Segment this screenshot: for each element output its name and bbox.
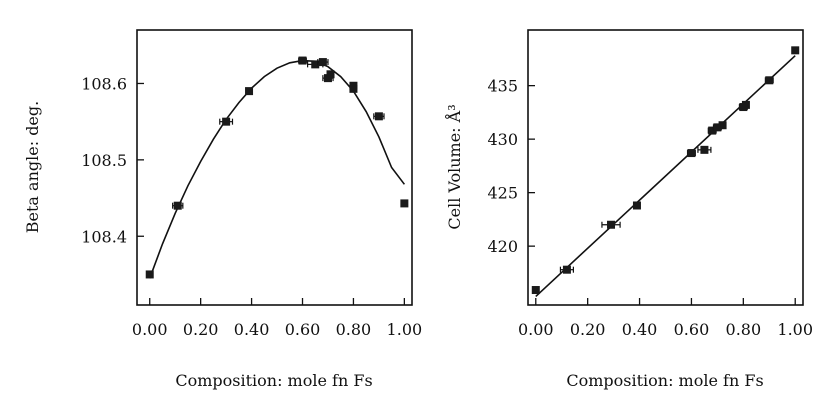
cell-volume-chart: 0.00 0.20 0.40 0.60 0.80 1.00 420 425 430 435 Co…: [444, 29, 813, 390]
beta-angle-chart: 0.00 0.20 0.40 0.60 0.80 1.00 108.4 108.5 108.6…: [23, 29, 422, 390]
data-points: [145, 56, 409, 279]
data-point: [318, 58, 327, 67]
plot-frame: [527, 29, 804, 306]
data-point: [245, 87, 254, 96]
x-tick-label: 0.40: [234, 320, 270, 339]
data-point: [145, 270, 154, 279]
x-tick-label: 0.20: [570, 320, 606, 339]
data-point: [349, 84, 358, 93]
data-point: [708, 126, 717, 135]
data-point: [791, 46, 800, 55]
fit-line-group: [535, 55, 796, 297]
x-tick-label: 0.40: [622, 320, 658, 339]
y-axis-title: Beta angle: deg.: [23, 101, 42, 233]
x-axis-title: Composition: mole fn Fs: [175, 371, 372, 390]
data-point: [562, 265, 571, 274]
x-tick-label: 0.00: [518, 320, 554, 339]
fit-line: [535, 55, 796, 297]
x-tick-label: 0.60: [674, 320, 710, 339]
y-tick-label: 425: [487, 184, 518, 203]
x-tick-label: 1.00: [387, 320, 423, 339]
data-point: [700, 145, 709, 154]
fit-curve: [148, 59, 406, 279]
data-point: [632, 201, 641, 210]
x-ticks: 0.00 0.20 0.40 0.60 0.80 1.00: [518, 298, 813, 339]
x-tick-label: 0.80: [336, 320, 372, 339]
y-tick-label: 108.5: [81, 151, 127, 170]
y-tick-label: 430: [487, 130, 518, 149]
fit-curve-group: [148, 59, 406, 279]
data-point: [222, 117, 231, 126]
data-point: [326, 70, 335, 79]
y-tick-label: 108.4: [81, 227, 127, 246]
x-tick-label: 0.80: [726, 320, 762, 339]
x-ticks: 0.00 0.20 0.40 0.60 0.80 1.00: [132, 298, 422, 339]
x-axis-title: Composition: mole fn Fs: [566, 371, 763, 390]
x-tick-label: 0.00: [132, 320, 168, 339]
data-point: [718, 121, 727, 130]
x-tick-label: 1.00: [777, 320, 813, 339]
data-points: [531, 46, 800, 295]
y-tick-label: 108.6: [81, 74, 127, 93]
data-point: [173, 201, 182, 210]
data-point: [531, 286, 540, 295]
data-point: [374, 112, 383, 121]
data-point: [687, 149, 696, 158]
y-tick-label: 435: [487, 77, 518, 96]
data-point: [607, 220, 616, 229]
data-point: [713, 123, 722, 132]
data-point: [400, 199, 409, 208]
y-axis-title: Cell Volume: Å³: [444, 104, 464, 229]
y-tick-label: 420: [487, 237, 518, 256]
x-tick-label: 0.60: [285, 320, 321, 339]
data-point: [765, 76, 774, 85]
data-point: [741, 100, 750, 109]
y-ticks: 108.4 108.5 108.6: [81, 74, 144, 246]
y-ticks: 420 425 430 435: [487, 77, 535, 256]
plot-frame: [136, 29, 413, 306]
data-point: [311, 60, 320, 69]
x-tick-label: 0.20: [183, 320, 219, 339]
data-point: [298, 56, 307, 65]
